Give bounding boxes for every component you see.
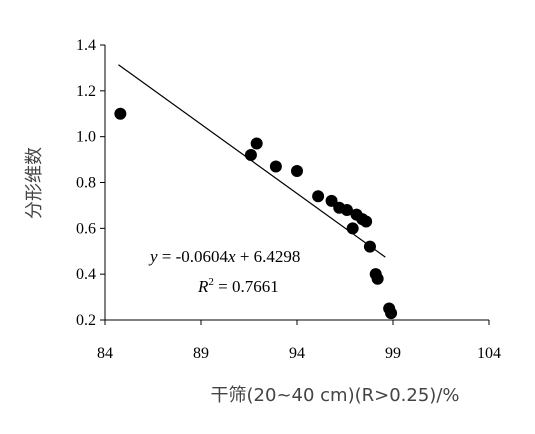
x-tick-label: 89 <box>193 345 209 362</box>
data-point <box>114 107 127 120</box>
y-tick-label: 1.0 <box>76 129 96 146</box>
data-point <box>269 160 282 173</box>
y-tick-label: 1.2 <box>76 83 96 100</box>
x-axis-title: 干筛(20~40 cm)(R>0.25)/% <box>211 385 460 406</box>
y-axis-title: 分形维数 <box>24 147 45 219</box>
data-point <box>363 240 376 253</box>
plot-area: 0.2 0.4 0.6 0.8 1.0 1.2 1.4 84 89 94 99 104 <box>76 37 501 362</box>
data-point <box>371 272 384 285</box>
y-tick-label: 1.4 <box>76 37 96 54</box>
data-point <box>340 204 353 216</box>
x-tick-label: 104 <box>477 345 501 362</box>
data-point <box>325 194 338 207</box>
data-point <box>244 149 257 161</box>
y-tick-label: 0.2 <box>76 312 96 329</box>
data-point <box>385 307 398 320</box>
data-point <box>360 215 373 228</box>
data-point <box>291 165 303 178</box>
y-axis-ticks: 0.2 0.4 0.6 0.8 1.0 1.2 1.4 <box>76 37 105 329</box>
x-tick-label: 84 <box>97 345 113 362</box>
y-tick-label: 0.8 <box>76 175 96 192</box>
data-point <box>250 137 263 150</box>
y-tick-label: 0.6 <box>76 220 96 237</box>
r-squared-label: R2 = 0.7661 <box>197 276 279 296</box>
x-tick-label: 94 <box>289 345 305 362</box>
data-points <box>114 107 398 320</box>
regression-equation: y = -0.0604x + 6.4298 <box>148 247 300 266</box>
y-tick-label: 0.4 <box>76 266 96 283</box>
data-point <box>312 190 325 203</box>
trend-line <box>118 64 386 258</box>
x-tick-label: 99 <box>385 345 401 362</box>
data-point <box>346 222 359 235</box>
x-axis-ticks: 84 89 94 99 104 <box>97 320 501 362</box>
